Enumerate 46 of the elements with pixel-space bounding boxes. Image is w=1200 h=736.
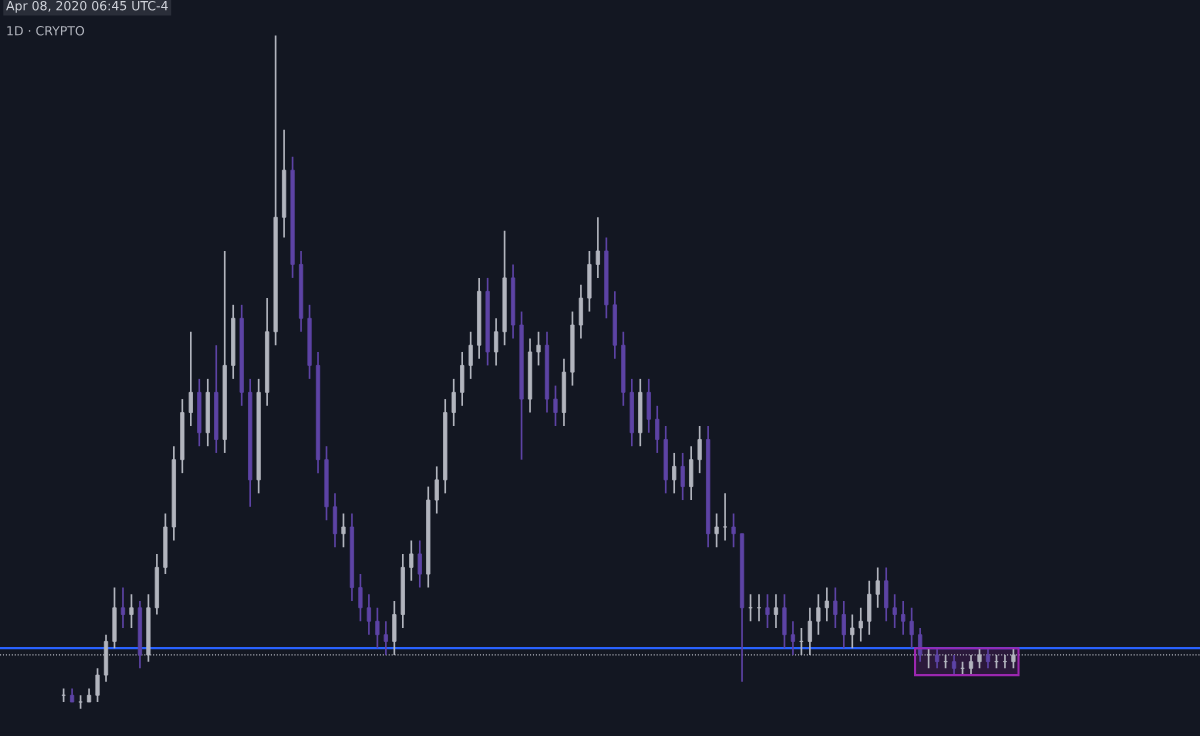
candlestick [553, 384, 558, 427]
candlestick [714, 512, 719, 549]
candlestick [748, 593, 753, 623]
candlestick [451, 378, 456, 427]
candlestick [468, 330, 473, 380]
candlestick [875, 566, 880, 609]
candlestick [824, 586, 829, 623]
candlestick [850, 613, 855, 650]
candlestick [341, 512, 346, 549]
candlestick [765, 593, 770, 629]
candlestick [731, 512, 736, 549]
candlestick [833, 586, 838, 629]
candlestick [494, 317, 499, 367]
candlestick [366, 593, 372, 636]
candlestick [595, 216, 600, 279]
candlestick [655, 404, 660, 454]
candlestick [722, 492, 728, 542]
candlestick [816, 593, 821, 636]
text: 1D · CRYPTO [7, 25, 85, 36]
candlestick [120, 586, 126, 629]
candlestick [858, 606, 863, 643]
candlestick [756, 593, 762, 623]
candlestick [697, 425, 702, 474]
candlestick [680, 452, 685, 501]
candlestick [951, 654, 957, 676]
candlestick [790, 620, 796, 656]
candlestick [434, 465, 439, 515]
candlestick [672, 452, 677, 495]
candlestick [909, 606, 914, 650]
candlestick [985, 647, 991, 670]
candlestick [773, 593, 779, 629]
candlestick [358, 573, 363, 623]
candlestick [409, 539, 414, 582]
candlestick [892, 593, 897, 629]
text: Apr 08, 2020 06:45 UTC-4 [6, 0, 168, 13]
candlestick [536, 330, 541, 367]
candlestick [417, 539, 422, 589]
candlestick [934, 647, 940, 670]
candlestick [383, 620, 388, 656]
candlestick [375, 606, 380, 650]
candlestick [841, 600, 846, 650]
candlestick [95, 667, 100, 703]
candlestick [901, 600, 906, 636]
candlestick [918, 627, 923, 663]
candlestick [188, 330, 193, 427]
candlestick [129, 593, 134, 629]
